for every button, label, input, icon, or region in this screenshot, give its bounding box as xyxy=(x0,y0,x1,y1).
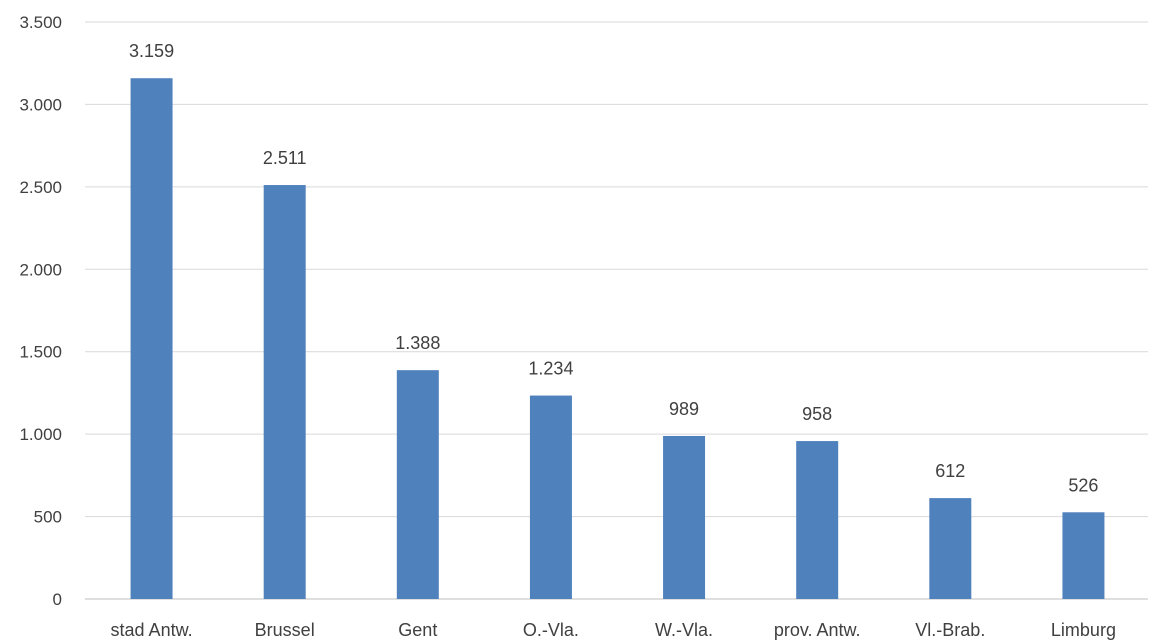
data-label: 989 xyxy=(669,399,699,419)
category-label: Limburg xyxy=(1051,620,1116,640)
data-label: 612 xyxy=(935,461,965,481)
y-tick-label: 2.000 xyxy=(19,260,62,279)
data-label: 958 xyxy=(802,404,832,424)
data-label: 526 xyxy=(1068,475,1098,495)
y-tick-label: 3.000 xyxy=(19,95,62,114)
y-tick-label: 500 xyxy=(34,508,62,527)
bar xyxy=(929,498,972,599)
category-label: Brussel xyxy=(255,620,315,640)
y-tick-label: 3.500 xyxy=(19,13,62,32)
bar xyxy=(263,185,306,600)
category-label: Gent xyxy=(398,620,437,640)
bars xyxy=(130,78,1105,600)
y-axis-ticks: 0 500 1.000 1.500 2.000 2.500 3.000 3.500 xyxy=(19,13,62,609)
bar xyxy=(130,78,173,599)
category-label: stad Antw. xyxy=(111,620,193,640)
bar xyxy=(796,441,839,599)
gridlines xyxy=(85,21,1148,600)
category-label: O.-Vla. xyxy=(523,620,579,640)
category-label: W.-Vla. xyxy=(655,620,713,640)
data-label: 3.159 xyxy=(129,41,174,61)
data-label: 2.511 xyxy=(263,148,307,168)
category-label: Vl.-Brab. xyxy=(915,620,985,640)
y-tick-label: 1.000 xyxy=(19,425,62,444)
y-tick-label: 1.500 xyxy=(19,343,62,362)
bar xyxy=(529,395,572,599)
bar xyxy=(663,435,706,599)
data-label: 1.388 xyxy=(395,333,440,353)
y-tick-label: 2.500 xyxy=(19,178,62,197)
bar xyxy=(1062,512,1105,599)
y-tick-label: 0 xyxy=(53,590,62,609)
data-label: 1.234 xyxy=(528,359,573,379)
category-label: prov. Antw. xyxy=(774,620,861,640)
bar xyxy=(396,370,439,599)
data-labels: 3.159 2.511 1.388 1.234 989 958 612 526 xyxy=(129,41,1098,495)
x-axis-categories: stad Antw. Brussel Gent O.-Vla. W.-Vla. prov.… xyxy=(111,620,1116,640)
